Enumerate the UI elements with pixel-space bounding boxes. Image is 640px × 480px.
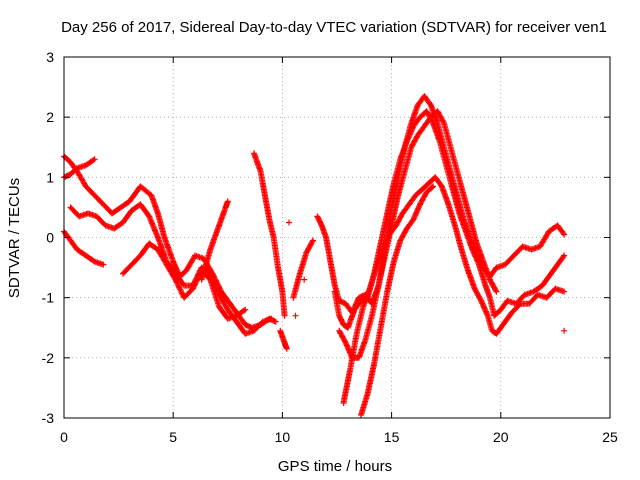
y-tick-label: -3 [42,410,55,426]
chart-title: Day 256 of 2017, Sidereal Day-to-day VTE… [61,19,607,36]
x-axis-label: GPS time / hours [278,458,392,475]
y-tick-label: -1 [42,290,55,306]
marker-trace [314,93,568,316]
x-tick-label: 0 [60,429,68,445]
y-tick-label: 0 [46,230,54,246]
series-track-4 [61,228,107,268]
marker-trace [340,174,568,406]
marker-trace [286,219,568,334]
marker-trace [251,150,288,319]
series-track-1 [61,153,279,331]
series-track-13 [340,174,568,406]
x-tick-label: 20 [493,429,509,445]
y-tick-label: -2 [42,350,55,366]
marker-trace [277,327,290,352]
series-track-10 [314,93,568,316]
x-tick-label: 5 [169,429,177,445]
series-track-11 [331,108,568,331]
series-track-7 [251,150,288,319]
marker-trace [290,237,316,301]
y-tick-label: 3 [46,49,54,65]
marker-trace [61,228,107,268]
series-track-14 [358,183,437,418]
axes: 0 5 10 15 20 25 -3 -2 -1 0 1 2 3 [42,49,618,445]
grid [64,57,610,418]
y-tick-label: 1 [46,169,54,185]
series-track-8 [277,327,290,352]
marker-trace [358,183,437,418]
series-track-9 [290,237,316,301]
y-axis-label: SDTVAR / TECUs [6,178,23,298]
data-series [61,93,568,418]
marker-trace [61,153,279,331]
marker-trace [198,198,231,283]
x-tick-label: 25 [602,429,618,445]
x-tick-label: 15 [384,429,400,445]
marker-trace [331,108,568,331]
series-outliers [286,219,568,334]
x-tick-label: 10 [275,429,291,445]
series-track-6 [198,198,231,283]
y-tick-label: 2 [46,109,54,125]
